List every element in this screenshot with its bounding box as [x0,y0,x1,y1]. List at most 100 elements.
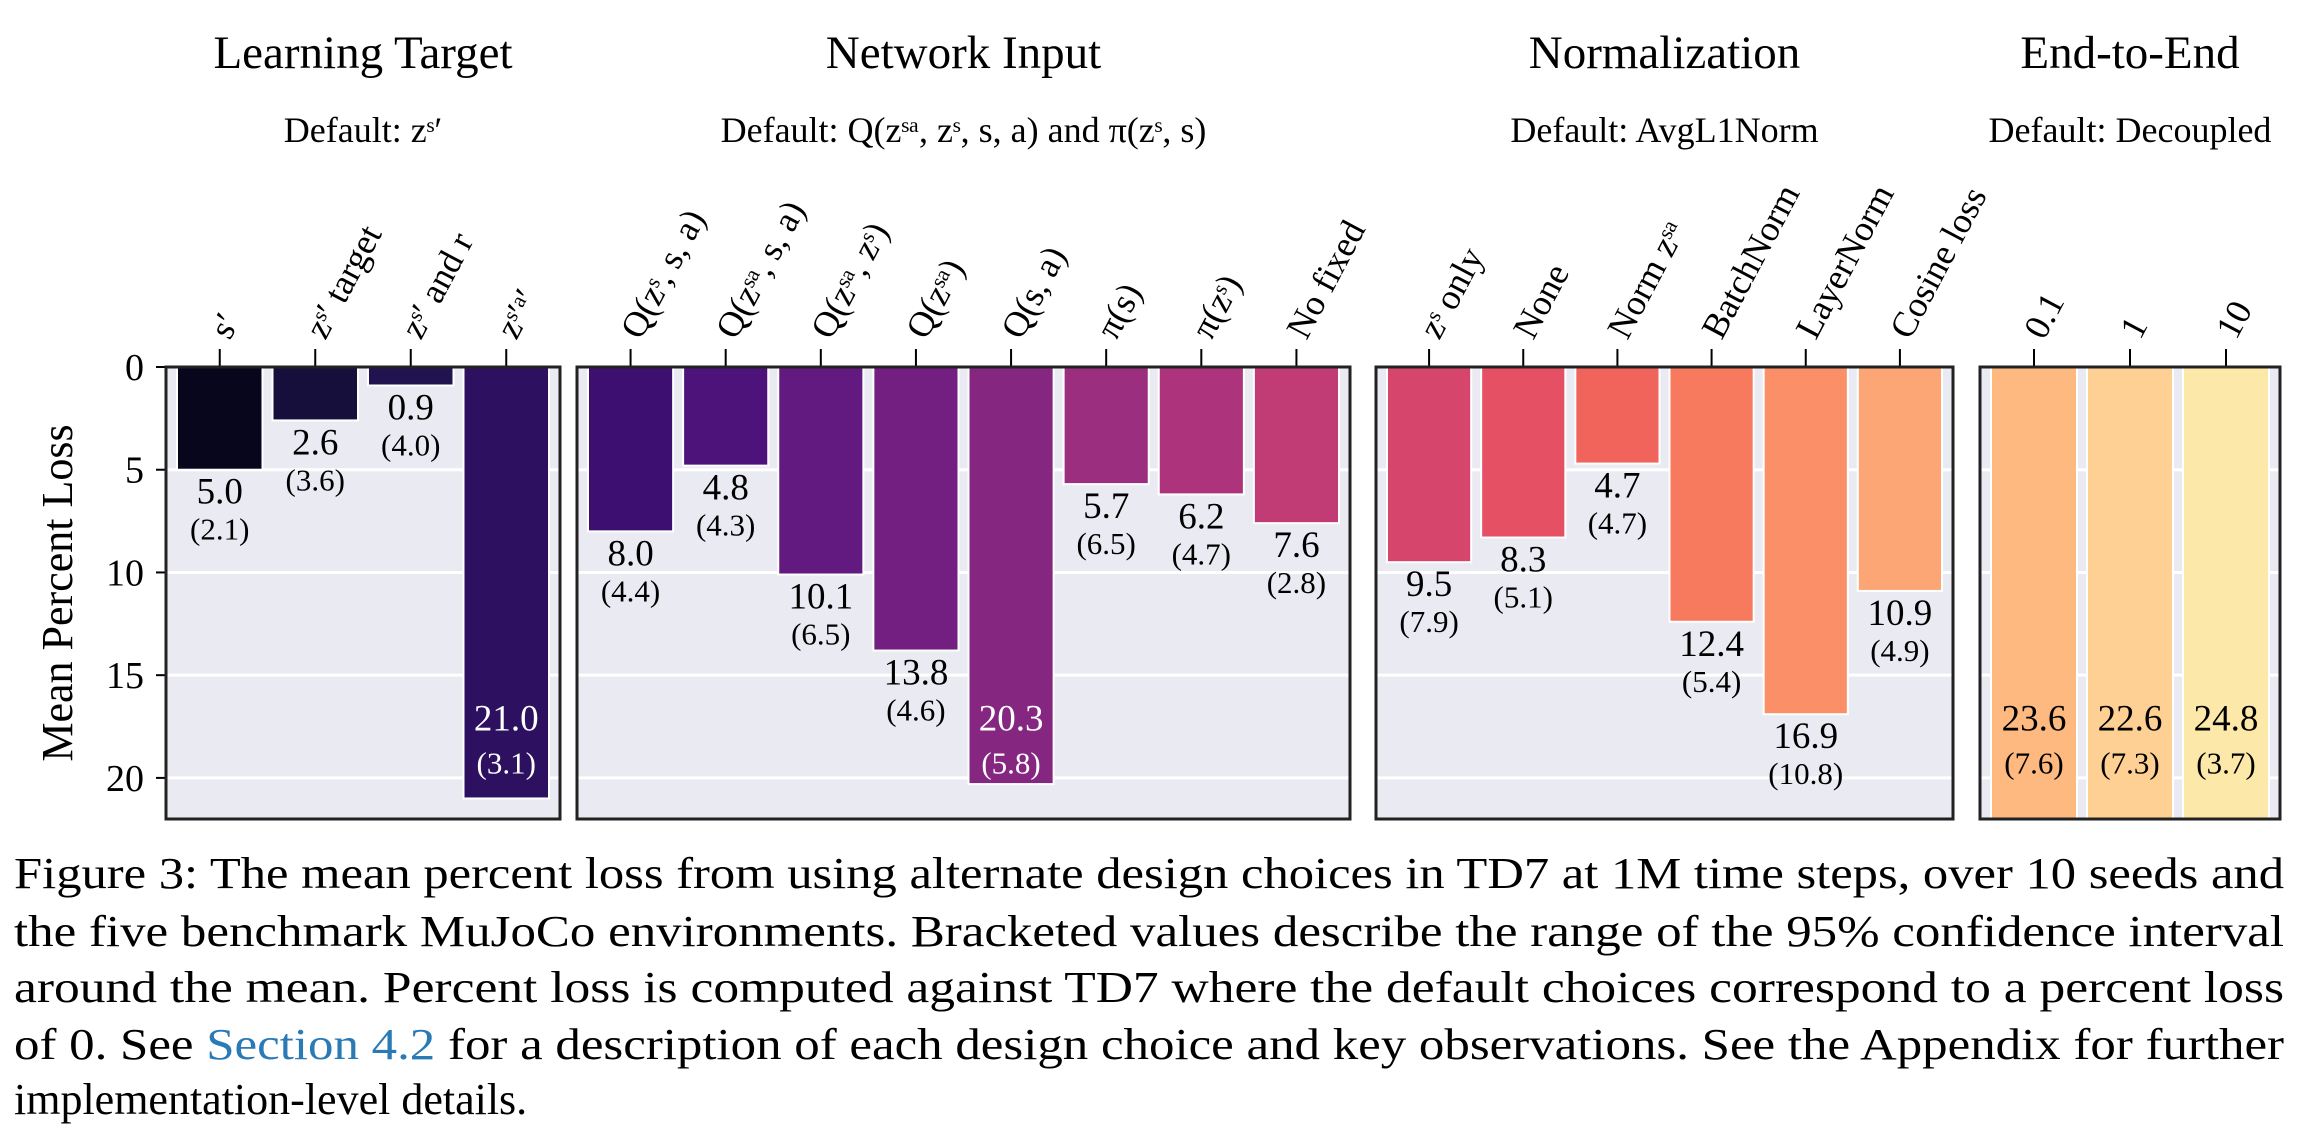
value-label: 4.7 [1594,466,1640,507]
x-tick-label: π(s) [1088,276,1150,344]
y-tick-label: 5 [125,450,144,492]
plot-frame [575,365,1352,821]
x-tick-label: Norm zˢᵃ [1599,214,1694,345]
section-link[interactable]: Section 4.2 [206,1020,435,1069]
bar [872,367,960,652]
bar [462,367,550,800]
bar [777,367,865,576]
panel-title: Normalization [1529,27,1800,79]
error-label: (4.7) [1588,506,1647,541]
x-tick-label: 10 [2208,294,2260,345]
bars [1990,367,2270,819]
error-label: (3.7) [2196,746,2255,781]
value-label: 8.3 [1500,540,1546,581]
plot-frame [1978,365,2282,821]
value-label: 0.9 [388,387,434,428]
value-label: 12.4 [1679,624,1744,665]
value-label: 10.1 [788,577,853,618]
x-tick-label: Q(zˢ, s, a) [612,203,713,345]
error-label: (4.9) [1870,633,1929,668]
error-label: (2.8) [1267,565,1326,600]
x-tick-label: 1 [2112,310,2156,345]
bar [1157,367,1245,496]
panel-title: End-to-End [2020,27,2239,79]
x-tick-label: 0.1 [2016,286,2072,345]
panel-subtitle: Default: AvgL1Norm [1510,110,1818,150]
bar [1574,367,1661,465]
panel-subtitle: Default: Decoupled [1989,110,2272,150]
x-tick-label: zˢ only [1411,241,1492,345]
bar [967,367,1055,786]
bars [1386,367,1944,716]
bar [1762,367,1849,716]
panel-title: Network Input [826,27,1101,79]
caption-line: implementation-level details. [14,1075,527,1124]
plot-frame [164,365,562,821]
x-tick-label: None [1505,257,1577,345]
value-label: 13.8 [884,653,949,694]
value-label: 10.9 [1868,593,1933,634]
caption-line: the five benchmark MuJoCo environments. … [14,907,2284,956]
bar [2086,367,2174,819]
caption-line: Figure 3: The mean percent loss from usi… [14,849,2284,898]
value-label: 2.6 [292,422,338,463]
bar [1990,367,2078,819]
x-tick-label: π(zˢ) [1183,268,1249,345]
value-label: 9.5 [1406,564,1452,605]
panel-subtitle: Default: Q(zˢᵃ, zˢ, s, a) and π(zˢ, s) [721,110,1207,150]
caption-text: around the mean. Percent loss is compute… [14,963,2284,1012]
error-label: (4.7) [1172,536,1231,571]
bar [1668,367,1755,623]
value-label: 5.0 [197,472,243,513]
value-label: 7.6 [1273,525,1319,566]
value-label: 22.6 [2098,698,2163,739]
value-label: 8.0 [607,533,653,574]
y-tick-label: 20 [106,758,144,800]
caption-line: around the mean. Percent loss is compute… [14,963,2284,1012]
value-label: 23.6 [2002,698,2067,739]
bar [682,367,770,467]
error-label: (4.4) [601,573,660,608]
y-tick-label: 10 [106,552,144,594]
value-label: 6.2 [1178,496,1224,537]
x-tick-label: Q(s, a) [993,239,1074,344]
error-label: (4.6) [886,693,945,728]
value-label: 20.3 [979,698,1044,739]
error-label: (2.1) [190,512,249,547]
error-label: (4.0) [381,427,440,462]
bar [1062,367,1150,486]
error-label: (5.1) [1494,580,1553,615]
x-tick-label: zˢ′ᵃ′ [488,283,546,345]
error-label: (10.8) [1768,756,1843,791]
caption-text: of 0. See [14,1020,206,1069]
bar [271,367,359,422]
caption-text: for a description of each design choice … [435,1020,2284,1069]
bar [176,367,264,471]
value-label: 5.7 [1083,486,1129,527]
error-label: (6.5) [791,617,850,652]
x-tick-label: Cosine loss [1882,180,1995,344]
error-label: (7.3) [2100,746,2159,781]
value-label: 21.0 [474,698,539,739]
error-label: (6.5) [1076,526,1135,561]
x-tick-label: s′ [201,307,247,345]
error-label: (3.6) [286,462,345,497]
x-tick-label: Q(zˢᵃ, s, a) [707,194,812,345]
x-tick-label: Q(zˢᵃ, zˢ) [803,216,897,345]
bar [2182,367,2270,819]
bar [1480,367,1567,539]
x-tick-label: zˢ′ and r [392,226,481,345]
bar [587,367,675,533]
bar [1856,367,1944,592]
error-label: (5.8) [981,746,1040,781]
bars [587,367,1340,786]
caption-text: the five benchmark MuJoCo environments. … [14,907,2284,956]
caption-text: Figure 3: The mean percent loss from usi… [14,849,2284,898]
bar [1386,367,1473,564]
y-tick-label: 0 [125,347,144,389]
x-tick-label: No fixed [1278,214,1373,345]
bars [176,367,550,800]
error-label: (7.9) [1399,604,1458,639]
value-label: 4.8 [703,468,749,509]
